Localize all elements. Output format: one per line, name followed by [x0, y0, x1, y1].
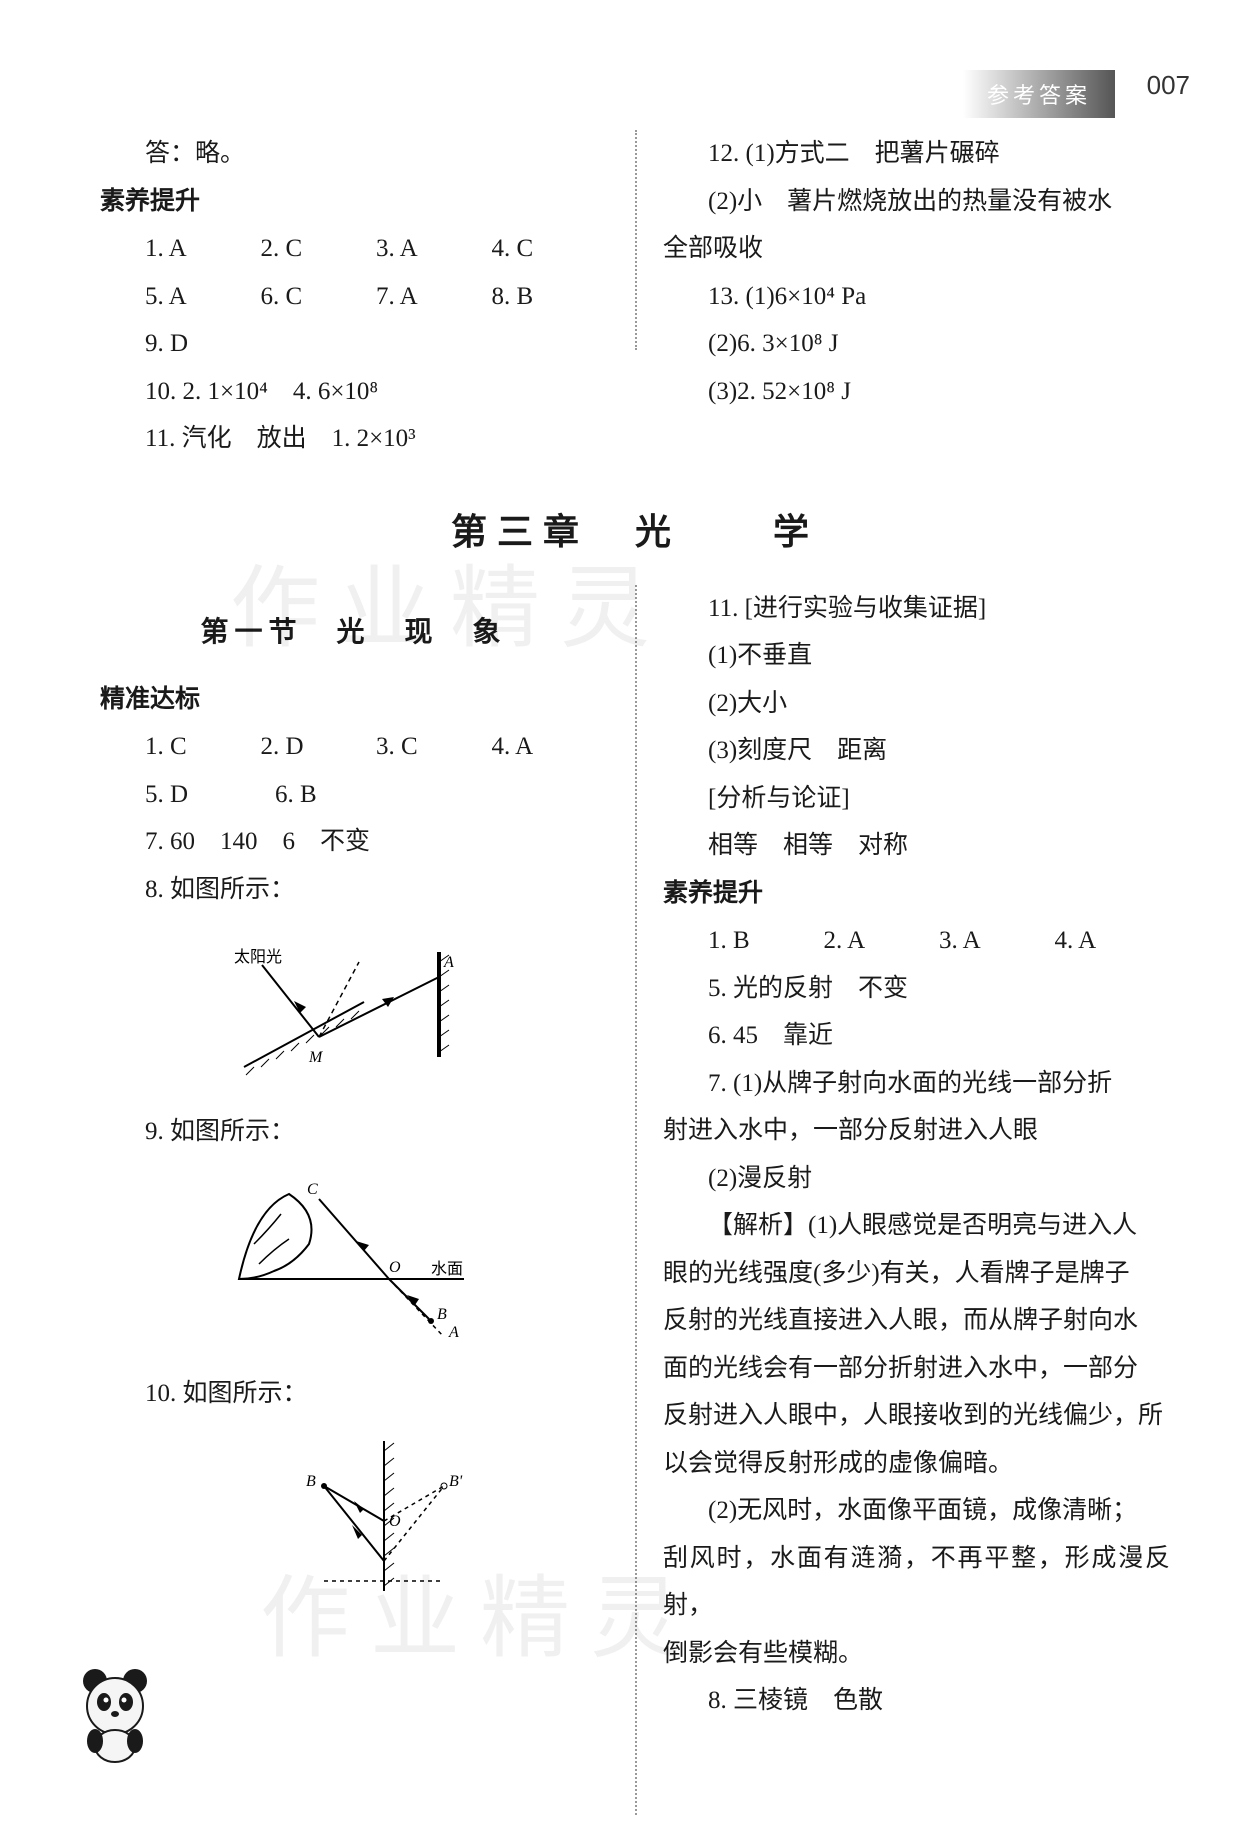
- answer-11-2: (2)大小: [663, 680, 1170, 728]
- answer-11-3: (3)刻度尺 距离: [663, 727, 1170, 775]
- mc-item: 3. A: [939, 917, 1055, 965]
- explain-1: 眼的光线强度(多少)有关，人看牌子是牌子: [663, 1250, 1170, 1298]
- chapter-title: 第三章 光 学: [100, 503, 1170, 555]
- figure-8: 太阳光 M A: [100, 927, 607, 1094]
- mc-item: 2. A: [824, 917, 940, 965]
- fig9-a-label: A: [448, 1324, 459, 1339]
- mc-row: 1. A 2. C 3. A 4. C: [100, 225, 607, 273]
- answer-7-2: (2)漫反射: [663, 1155, 1170, 1203]
- bottom-right-col: 11. [进行实验与收集证据] (1)不垂直 (2)大小 (3)刻度尺 距离 […: [635, 585, 1170, 1725]
- mc-item: 1. B: [708, 917, 824, 965]
- answer-7-2b-2: 刮风时，水面有涟漪，不再平整，形成漫反射，: [663, 1535, 1170, 1630]
- answer-13-2: (2)6. 3×10⁸ J: [663, 320, 1170, 368]
- section-title: 第一节 光 现 象: [100, 605, 607, 658]
- heading-suyang-2: 素养提升: [663, 870, 1170, 918]
- heading-suyang-1: 素养提升: [100, 178, 607, 226]
- figure-9: 水面 O C B A: [100, 1169, 607, 1356]
- answer-11: 11. 汽化 放出 1. 2×10³: [100, 415, 607, 463]
- heading-jingzhun: 精准达标: [100, 676, 607, 724]
- mc-item: 4. A: [1055, 917, 1171, 965]
- answer-7: 7. 60 140 6 不变: [100, 818, 607, 866]
- mc-item: 3. C: [376, 723, 492, 771]
- mc-item: 1. A: [145, 225, 261, 273]
- answer-7-1b: 射进入水中，一部分反射进入人眼: [663, 1107, 1170, 1155]
- answer-13-3: (3)2. 52×10⁸ J: [663, 368, 1170, 416]
- answer-8: 8. 如图所示：: [100, 866, 607, 914]
- mc-item: 9. D: [145, 320, 275, 368]
- answer-11-1: (1)不垂直: [663, 632, 1170, 680]
- mc-item: 6. B: [275, 771, 405, 819]
- answer-7-2b-1: (2)无风时，水面像平面镜，成像清晰；: [663, 1487, 1170, 1535]
- mc-item: 7. A: [376, 273, 492, 321]
- header-tab: 参考答案: [963, 70, 1115, 118]
- fig10-b-label: B: [306, 1473, 316, 1490]
- explain-3: 面的光线会有一部分折射进入水中，一部分: [663, 1345, 1170, 1393]
- fig10-o-label: O: [389, 1513, 401, 1530]
- bottom-left-col: 第一节 光 现 象 精准达标 1. C 2. D 3. C 4. A 5. D …: [100, 585, 635, 1725]
- panda-icon: [60, 1656, 170, 1771]
- mc-item: 6. C: [261, 273, 377, 321]
- page-number: 007: [1147, 70, 1190, 101]
- top-left-col: 答：略。 素养提升 1. A 2. C 3. A 4. C 5. A 6. C …: [100, 130, 635, 463]
- explain-h: 【解析】(1)人眼感觉是否明亮与进入人: [663, 1202, 1170, 1250]
- mc-item: 3. A: [376, 225, 492, 273]
- mc-item: 2. D: [261, 723, 377, 771]
- fig9-water-label: 水面: [431, 1260, 463, 1278]
- figure-10: O B B': [160, 1431, 607, 1618]
- answer-12-2b: 全部吸收: [663, 225, 1170, 273]
- mc-item: 5. D: [145, 771, 275, 819]
- explain-5: 以会觉得反射形成的虚像偏暗。: [663, 1440, 1170, 1488]
- fig9-o-label: O: [389, 1259, 401, 1276]
- answer-8b: 8. 三棱镜 色散: [663, 1677, 1170, 1725]
- fig8-sun-label: 太阳光: [234, 948, 282, 966]
- fig8-m-label: M: [308, 1049, 324, 1066]
- answer-omitted: 答：略。: [100, 130, 607, 178]
- explain-2: 反射的光线直接进入人眼，而从牌子射向水: [663, 1297, 1170, 1345]
- answer-10: 10. 2. 1×10⁴ 4. 6×10⁸: [100, 368, 607, 416]
- explain-4: 反射进入人眼中，人眼接收到的光线偏少，所: [663, 1392, 1170, 1440]
- divider-bottom: [635, 585, 637, 1815]
- mc-item: 4. C: [492, 225, 608, 273]
- mc-row: 1. C 2. D 3. C 4. A: [100, 723, 607, 771]
- fig10-bp-label: B': [449, 1473, 463, 1490]
- mc-item: 8. B: [492, 273, 608, 321]
- mc-row: 9. D: [100, 320, 607, 368]
- fig9-b-label: B: [437, 1306, 447, 1323]
- mc-row: 1. B 2. A 3. A 4. A: [663, 917, 1170, 965]
- mc-item: 5. A: [145, 273, 261, 321]
- content: 答：略。 素养提升 1. A 2. C 3. A 4. C 5. A 6. C …: [100, 130, 1170, 1781]
- mc-item: 2. C: [261, 225, 377, 273]
- divider-top: [635, 130, 637, 350]
- fig9-c-label: C: [307, 1181, 318, 1198]
- mc-item: 4. A: [492, 723, 608, 771]
- answer-10b: 10. 如图所示：: [100, 1370, 607, 1418]
- answer-13-1: 13. (1)6×10⁴ Pa: [663, 273, 1170, 321]
- answer-11-h: 11. [进行实验与收集证据]: [663, 585, 1170, 633]
- mc-item: 1. C: [145, 723, 261, 771]
- top-right-col: 12. (1)方式二 把薯片碾碎 (2)小 薯片燃烧放出的热量没有被水 全部吸收…: [635, 130, 1170, 463]
- answer-5: 5. 光的反射 不变: [663, 965, 1170, 1013]
- answer-9: 9. 如图所示：: [100, 1108, 607, 1156]
- answer-7-2b-3: 倒影会有些模糊。: [663, 1630, 1170, 1678]
- answer-11-a1: 相等 相等 对称: [663, 822, 1170, 870]
- mc-row: 5. D 6. B: [100, 771, 607, 819]
- fig8-a-label: A: [443, 954, 454, 971]
- answer-12-2: (2)小 薯片燃烧放出的热量没有被水: [663, 178, 1170, 226]
- answer-12-1: 12. (1)方式二 把薯片碾碎: [663, 130, 1170, 178]
- answer-11-a: [分析与论证]: [663, 775, 1170, 823]
- answer-6: 6. 45 靠近: [663, 1012, 1170, 1060]
- answer-7-1: 7. (1)从牌子射向水面的光线一部分折: [663, 1060, 1170, 1108]
- mc-row: 5. A 6. C 7. A 8. B: [100, 273, 607, 321]
